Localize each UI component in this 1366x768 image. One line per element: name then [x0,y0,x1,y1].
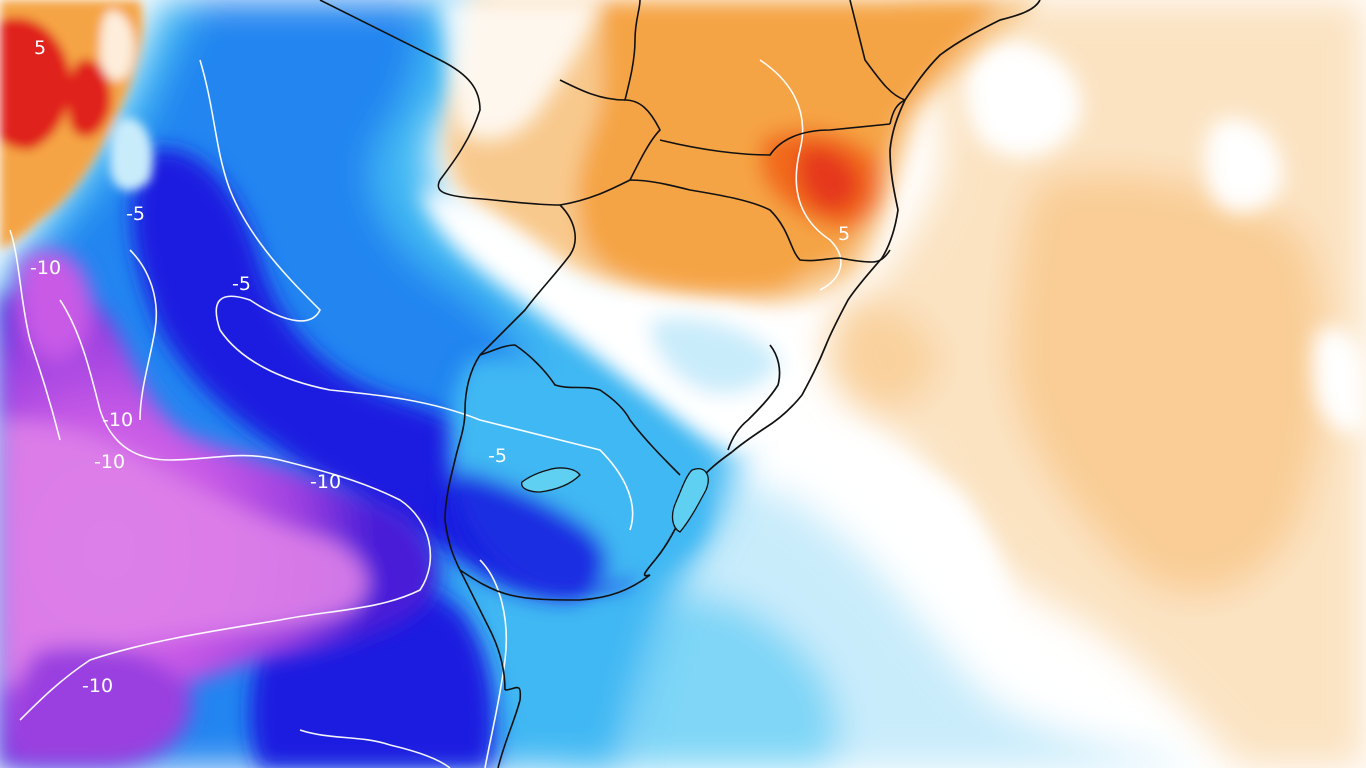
contour-label: -5 [232,273,251,295]
extreme-cold-core [0,250,438,768]
contour-labels: 5 -5 -10 -5 -10 -10 -10 -5 5 -10 [30,37,850,697]
neutral-patches [790,38,1366,672]
contour-label: -10 [30,257,61,279]
warm-anomaly-northwest [0,0,153,250]
warm-anomaly-brazil [446,0,1040,304]
contour-label: 5 [34,37,46,59]
political-borders [319,0,1041,768]
cold-anomaly-south-ocean [560,486,1200,768]
contour-label: -10 [94,451,125,473]
isolines [9,59,842,768]
contour-label: -10 [310,471,341,493]
contour-label: -10 [82,675,113,697]
contour-label: -5 [126,203,145,225]
contour-label: -5 [488,445,507,467]
contour-label: -10 [102,409,133,431]
contour-label: 5 [838,223,850,245]
